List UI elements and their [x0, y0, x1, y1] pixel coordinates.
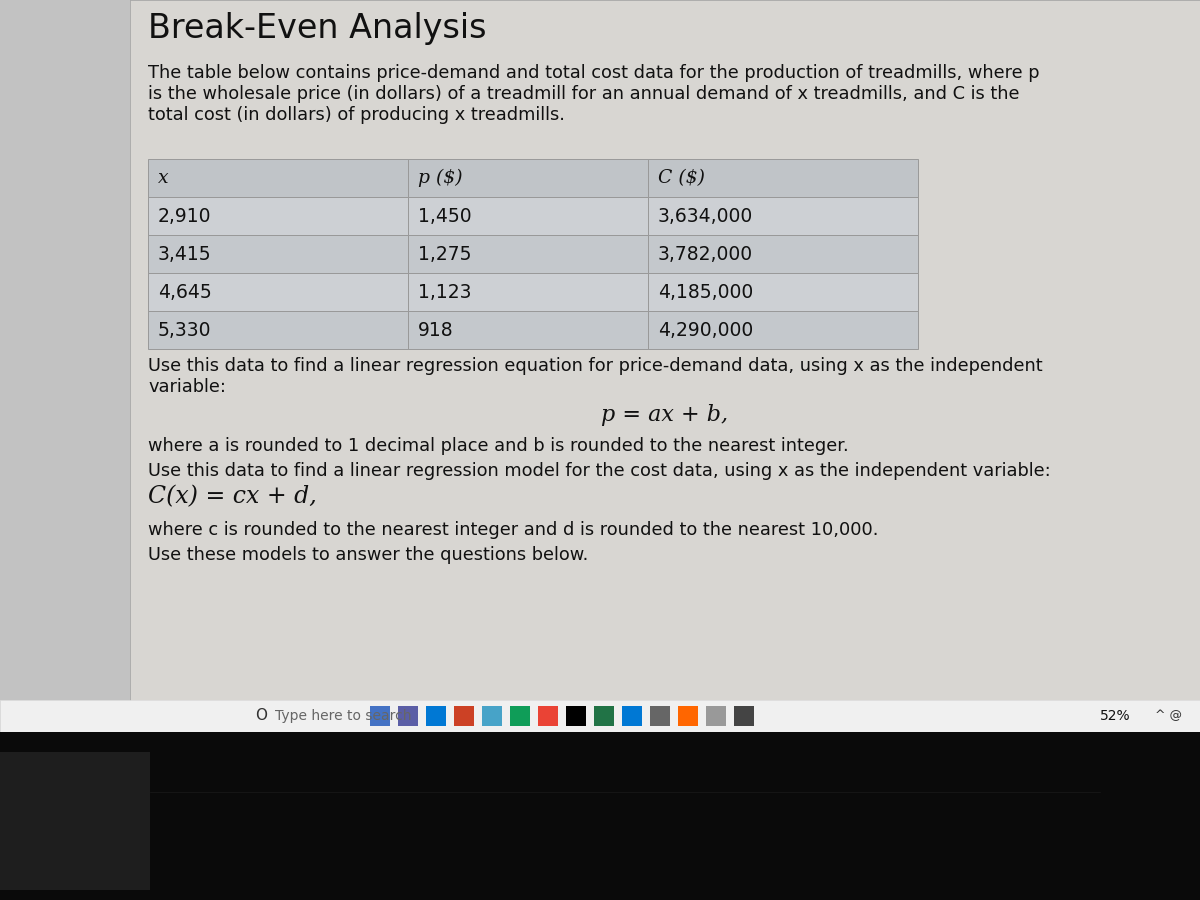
Bar — [482, 706, 502, 726]
Bar — [678, 706, 698, 726]
Text: 4,290,000: 4,290,000 — [658, 320, 754, 339]
Text: 3,415: 3,415 — [158, 245, 211, 264]
Bar — [648, 311, 918, 349]
Text: 918: 918 — [418, 320, 454, 339]
Text: 3,634,000: 3,634,000 — [658, 206, 754, 226]
Text: O: O — [256, 708, 266, 724]
Bar — [648, 235, 918, 273]
Text: 2,910: 2,910 — [158, 206, 211, 226]
Text: 4,185,000: 4,185,000 — [658, 283, 754, 302]
Bar — [398, 706, 418, 726]
Bar — [408, 159, 648, 197]
Bar — [0, 752, 150, 890]
Text: 52%: 52% — [1100, 709, 1130, 723]
Text: total cost (in dollars) of producing x treadmills.: total cost (in dollars) of producing x t… — [148, 106, 565, 124]
Bar — [148, 273, 408, 311]
Bar — [148, 311, 408, 349]
Bar — [370, 706, 390, 726]
Text: where c is rounded to the nearest integer and d is rounded to the nearest 10,000: where c is rounded to the nearest intege… — [148, 521, 878, 539]
Bar — [0, 700, 1200, 732]
Bar — [622, 706, 642, 726]
Text: Break-Even Analysis: Break-Even Analysis — [148, 12, 486, 45]
Text: C ($): C ($) — [658, 169, 706, 187]
Bar — [148, 159, 408, 197]
Bar — [510, 706, 530, 726]
Text: ^ @: ^ @ — [1154, 709, 1182, 723]
Text: where a is rounded to 1 decimal place and b is rounded to the nearest integer.: where a is rounded to 1 decimal place an… — [148, 437, 848, 455]
Bar — [408, 197, 648, 235]
Text: 3,782,000: 3,782,000 — [658, 245, 754, 264]
Bar — [454, 706, 474, 726]
Bar — [130, 0, 1200, 720]
Text: 1,275: 1,275 — [418, 245, 472, 264]
Bar — [0, 0, 130, 760]
Text: Use these models to answer the questions below.: Use these models to answer the questions… — [148, 546, 588, 564]
Text: p = ax + b,: p = ax + b, — [601, 404, 728, 426]
Bar — [648, 273, 918, 311]
Text: C(x) = cx + d,: C(x) = cx + d, — [148, 485, 317, 508]
Bar — [426, 706, 446, 726]
Bar — [648, 197, 918, 235]
Bar — [648, 159, 918, 197]
Text: The table below contains price-demand and total cost data for the production of : The table below contains price-demand an… — [148, 64, 1039, 82]
Text: p ($): p ($) — [418, 169, 463, 187]
Bar — [594, 706, 614, 726]
Bar — [706, 706, 726, 726]
Bar — [408, 311, 648, 349]
Bar — [650, 706, 670, 726]
Text: variable:: variable: — [148, 378, 226, 396]
Text: x: x — [158, 169, 169, 187]
Bar — [408, 273, 648, 311]
Text: Type here to search: Type here to search — [275, 709, 412, 723]
Bar — [538, 706, 558, 726]
Bar — [148, 197, 408, 235]
Text: Use this data to find a linear regression equation for price-demand data, using : Use this data to find a linear regressio… — [148, 357, 1043, 375]
Text: is the wholesale price (in dollars) of a treadmill for an annual demand of x tre: is the wholesale price (in dollars) of a… — [148, 85, 1020, 103]
Bar — [408, 235, 648, 273]
Text: 1,450: 1,450 — [418, 206, 472, 226]
Bar — [148, 235, 408, 273]
Bar — [566, 706, 586, 726]
Text: 1,123: 1,123 — [418, 283, 472, 302]
Text: 4,645: 4,645 — [158, 283, 211, 302]
Bar — [734, 706, 754, 726]
Text: 5,330: 5,330 — [158, 320, 211, 339]
Text: Use this data to find a linear regression model for the cost data, using x as th: Use this data to find a linear regressio… — [148, 462, 1051, 480]
Bar — [0, 732, 1200, 900]
